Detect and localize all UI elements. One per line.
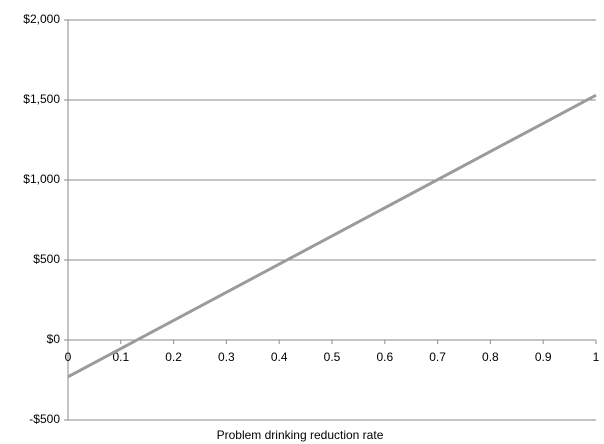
x-tick-label: 0.9	[535, 350, 552, 364]
x-tick-label: 0	[65, 350, 72, 364]
x-tick-label: 0.1	[112, 350, 129, 364]
y-tick-label: $2,000	[23, 12, 60, 26]
x-tick-label: 0.8	[482, 350, 499, 364]
data-line	[67, 93, 597, 379]
y-tick-label: $1,500	[23, 92, 60, 106]
x-tick-label: 0.7	[429, 350, 446, 364]
x-tick-label: 1	[593, 350, 600, 364]
y-tick-label: $0	[47, 332, 61, 346]
y-tick-label: -$500	[29, 412, 60, 426]
x-tick-label: 0.4	[271, 350, 288, 364]
x-tick-label: 0.6	[376, 350, 393, 364]
x-tick-label: 0.3	[218, 350, 235, 364]
x-tick-label: 0.2	[165, 350, 182, 364]
x-tick-label: 0.5	[324, 350, 341, 364]
y-tick-label: $1,000	[23, 172, 60, 186]
y-tick-label: $500	[33, 252, 60, 266]
x-axis-title: Problem drinking reduction rate	[217, 428, 384, 442]
